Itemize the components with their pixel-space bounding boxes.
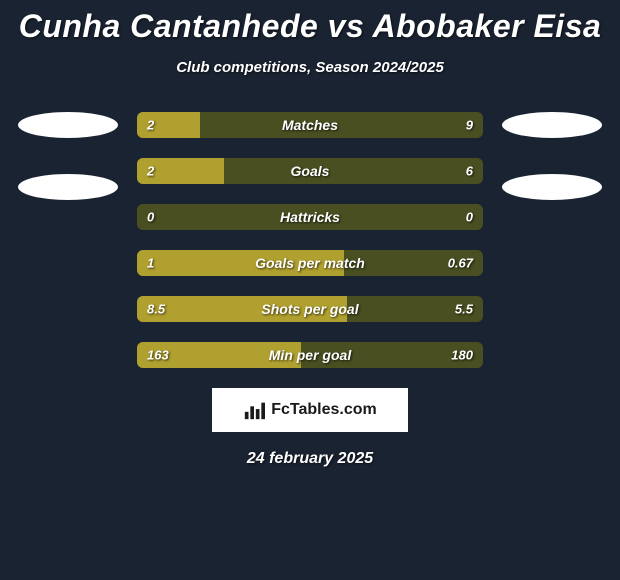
subtitle: Club competitions, Season 2024/2025: [0, 59, 620, 76]
right-pill-1: [502, 112, 602, 138]
page-title: Cunha Cantanhede vs Abobaker Eisa: [0, 0, 620, 45]
content-row: 2Matches9 2Goals6 0Hattricks0 1Goals per ma…: [0, 112, 620, 368]
stat-right-value: 180: [451, 348, 473, 363]
logo-text: FcTables.com: [271, 401, 377, 419]
logo-bars-icon: [243, 399, 265, 421]
stat-right-value: 0: [466, 210, 473, 225]
right-player-col: [497, 112, 607, 200]
stat-label: Goals: [137, 163, 483, 179]
bars-col: 2Matches9 2Goals6 0Hattricks0 1Goals per ma…: [137, 112, 483, 368]
date-line: 24 february 2025: [0, 450, 620, 468]
stat-bar: 0Hattricks0: [137, 204, 483, 230]
stat-bar: 163Min per goal180: [137, 342, 483, 368]
stat-label: Goals per match: [137, 255, 483, 271]
stat-label: Min per goal: [137, 347, 483, 363]
stat-bar: 1Goals per match0.67: [137, 250, 483, 276]
comparison-card: Cunha Cantanhede vs Abobaker Eisa Club c…: [0, 0, 620, 580]
left-player-col: [13, 112, 123, 200]
stat-bar: 8.5Shots per goal5.5: [137, 296, 483, 322]
stat-label: Matches: [137, 117, 483, 133]
right-pill-2: [502, 174, 602, 200]
stat-right-value: 6: [466, 164, 473, 179]
left-pill-2: [18, 174, 118, 200]
stat-bar: 2Matches9: [137, 112, 483, 138]
stat-right-value: 9: [466, 118, 473, 133]
stat-right-value: 0.67: [448, 256, 473, 271]
logo-box: FcTables.com: [212, 388, 408, 432]
stat-label: Shots per goal: [137, 301, 483, 317]
left-pill-1: [18, 112, 118, 138]
stat-label: Hattricks: [137, 209, 483, 225]
stat-bar: 2Goals6: [137, 158, 483, 184]
stat-right-value: 5.5: [455, 302, 473, 317]
